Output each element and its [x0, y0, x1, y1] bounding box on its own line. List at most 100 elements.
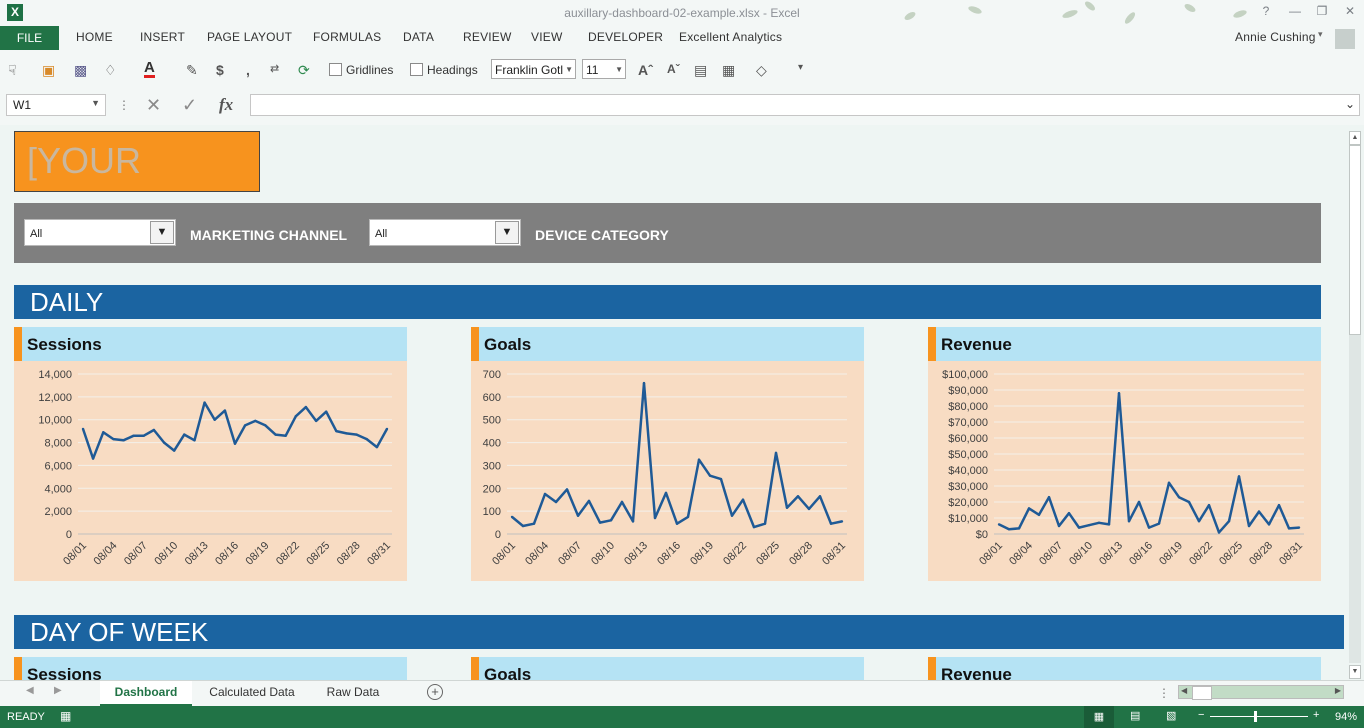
- data-point: [1217, 531, 1221, 534]
- data-point: [375, 445, 379, 449]
- zoom-in-icon[interactable]: +: [1313, 709, 1320, 721]
- name-box[interactable]: W1 ▼: [6, 94, 106, 116]
- page-break-view-icon[interactable]: ▧: [1166, 710, 1177, 722]
- currency-format-icon[interactable]: $: [216, 62, 224, 78]
- scroll-left-icon[interactable]: ◀: [1181, 686, 1188, 695]
- help-icon[interactable]: ?: [1262, 4, 1270, 18]
- tab-review[interactable]: REVIEW: [463, 30, 512, 44]
- chart-revenue[interactable]: $0 $10,000 $20,000 $30,000 $40,000 $50,000 $60…: [928, 361, 1321, 581]
- layout-icon[interactable]: ▦: [722, 62, 736, 78]
- y-tick-label: 6,000: [44, 460, 72, 472]
- close-icon[interactable]: ✕: [1344, 4, 1356, 18]
- horizontal-scroll-thumb[interactable]: [1192, 686, 1212, 700]
- data-point: [1157, 522, 1161, 525]
- marketing-channel-label: MARKETING CHANNEL: [190, 227, 348, 243]
- chevron-down-icon[interactable]: ▼: [150, 221, 174, 244]
- tab-home[interactable]: HOME: [76, 30, 113, 44]
- zoom-slider-thumb[interactable]: [1254, 711, 1257, 722]
- macro-record-icon[interactable]: ▦: [60, 709, 72, 723]
- y-tick-label: 4,000: [44, 483, 72, 495]
- cancel-icon[interactable]: ✕: [146, 95, 162, 115]
- sheet-tab-raw-data[interactable]: Raw Data: [326, 685, 380, 699]
- data-point: [193, 439, 196, 442]
- normal-view-icon[interactable]: ▦: [1084, 706, 1114, 728]
- worksheet[interactable]: [YOUR LOGO] All ▼ MARKETING CHANNEL All …: [0, 125, 1346, 680]
- fill-color-icon[interactable]: ♢: [104, 62, 117, 78]
- decrease-decimal-icon[interactable]: ⇄: [270, 63, 280, 75]
- format-painter-icon[interactable]: ✎: [186, 62, 198, 78]
- sheet-tab-dashboard[interactable]: Dashboard: [100, 681, 192, 706]
- shapes-icon[interactable]: ◇: [756, 62, 767, 78]
- accent-bar: [928, 327, 936, 361]
- data-point: [274, 433, 277, 436]
- minimize-icon[interactable]: —: [1289, 4, 1301, 18]
- y-tick-label: $80,000: [948, 401, 988, 413]
- data-point: [1127, 520, 1131, 523]
- page-layout-view-icon[interactable]: ▤: [1130, 710, 1141, 722]
- save-icon[interactable]: ▩: [74, 62, 88, 78]
- zoom-slider[interactable]: [1210, 716, 1308, 717]
- data-point: [1257, 510, 1261, 513]
- enter-check-icon[interactable]: ✓: [182, 95, 198, 115]
- table-icon[interactable]: ▤: [694, 62, 708, 78]
- y-tick-label: 200: [483, 483, 501, 495]
- scroll-right-icon[interactable]: ▶: [1334, 686, 1341, 695]
- tab-file[interactable]: FILE: [0, 26, 59, 50]
- tab-split-icon[interactable]: ⋮: [1158, 686, 1170, 700]
- data-point: [642, 381, 646, 385]
- marketing-channel-dropdown[interactable]: All ▼: [24, 219, 176, 246]
- tab-view[interactable]: VIEW: [531, 30, 563, 44]
- tab-insert[interactable]: INSERT: [140, 30, 185, 44]
- tab-page-layout[interactable]: PAGE LAYOUT: [207, 30, 293, 44]
- font-name-select[interactable]: Franklin Gotl ▼: [491, 59, 576, 79]
- insert-function-icon[interactable]: fx: [219, 95, 234, 114]
- touch-mode-icon[interactable]: ☟: [8, 62, 17, 78]
- scroll-up-icon[interactable]: ▲: [1349, 131, 1361, 145]
- data-point: [264, 424, 267, 427]
- formula-bar: W1 ▼ ⋮ ✕ ✓ fx ⌄: [0, 89, 1364, 125]
- x-tick-label: 08/04: [92, 540, 120, 568]
- refresh-icon[interactable]: ⟳: [298, 62, 310, 78]
- y-tick-label: $40,000: [948, 465, 988, 477]
- font-size-select[interactable]: 11 ▼: [582, 59, 626, 79]
- more-options-icon[interactable]: ⋮: [118, 98, 130, 112]
- next-sheet-icon[interactable]: ▶: [54, 685, 62, 696]
- font-color-icon[interactable]: A: [144, 59, 155, 78]
- user-menu-chevron-icon[interactable]: ▾: [1318, 29, 1323, 39]
- data-point: [1177, 496, 1181, 499]
- scroll-down-icon[interactable]: ▼: [1349, 665, 1361, 679]
- chart-goals[interactable]: 0 100 200 300 400 500 600 700 08/01 08/04 08/07 08/…: [471, 361, 864, 581]
- chart-sessions[interactable]: 0 2,000 4,000 6,000 8,000 10,000 12,000 14,000 0…: [14, 361, 407, 581]
- tab-excellent-analytics[interactable]: Excellent Analytics: [679, 30, 783, 44]
- formula-input[interactable]: ⌄: [250, 94, 1360, 116]
- chevron-down-icon: ▼: [615, 65, 623, 74]
- open-folder-icon[interactable]: ▣: [42, 62, 56, 78]
- add-sheet-icon[interactable]: +: [427, 684, 443, 700]
- zoom-level[interactable]: 94%: [1335, 711, 1358, 723]
- vertical-scrollbar[interactable]: ▲ ▼: [1346, 125, 1364, 680]
- user-name[interactable]: Annie Cushing: [1235, 30, 1316, 44]
- chevron-down-icon[interactable]: ▼: [495, 221, 519, 244]
- avatar[interactable]: [1335, 29, 1355, 49]
- excel-icon[interactable]: X: [7, 4, 23, 21]
- headings-checkbox[interactable]: [410, 63, 423, 76]
- expand-formula-chevron-icon[interactable]: ⌄: [1344, 97, 1355, 111]
- gridlines-checkbox[interactable]: [329, 63, 342, 76]
- zoom-out-icon[interactable]: −: [1198, 709, 1205, 721]
- decrease-font-icon[interactable]: Aˇ: [667, 62, 680, 76]
- sheet-tab-calculated-data[interactable]: Calculated Data: [209, 685, 295, 699]
- x-tick-label: 08/13: [1097, 540, 1125, 568]
- tab-formulas[interactable]: FORMULAS: [313, 30, 382, 44]
- comma-style-icon[interactable]: ,: [246, 62, 250, 78]
- x-tick-label: 08/13: [622, 540, 650, 568]
- horizontal-scrollbar[interactable]: ◀ ▶: [1178, 685, 1344, 700]
- data-point: [620, 500, 624, 504]
- tab-data[interactable]: DATA: [403, 30, 435, 44]
- device-category-dropdown[interactable]: All ▼: [369, 219, 521, 246]
- tab-developer[interactable]: DEVELOPER: [588, 30, 664, 44]
- restore-icon[interactable]: ❐: [1316, 4, 1328, 18]
- prev-sheet-icon[interactable]: ◀: [26, 685, 34, 696]
- increase-font-icon[interactable]: Aˆ: [638, 62, 653, 78]
- customize-toolbar-icon[interactable]: ▾: [798, 62, 804, 73]
- scroll-thumb[interactable]: [1349, 145, 1361, 335]
